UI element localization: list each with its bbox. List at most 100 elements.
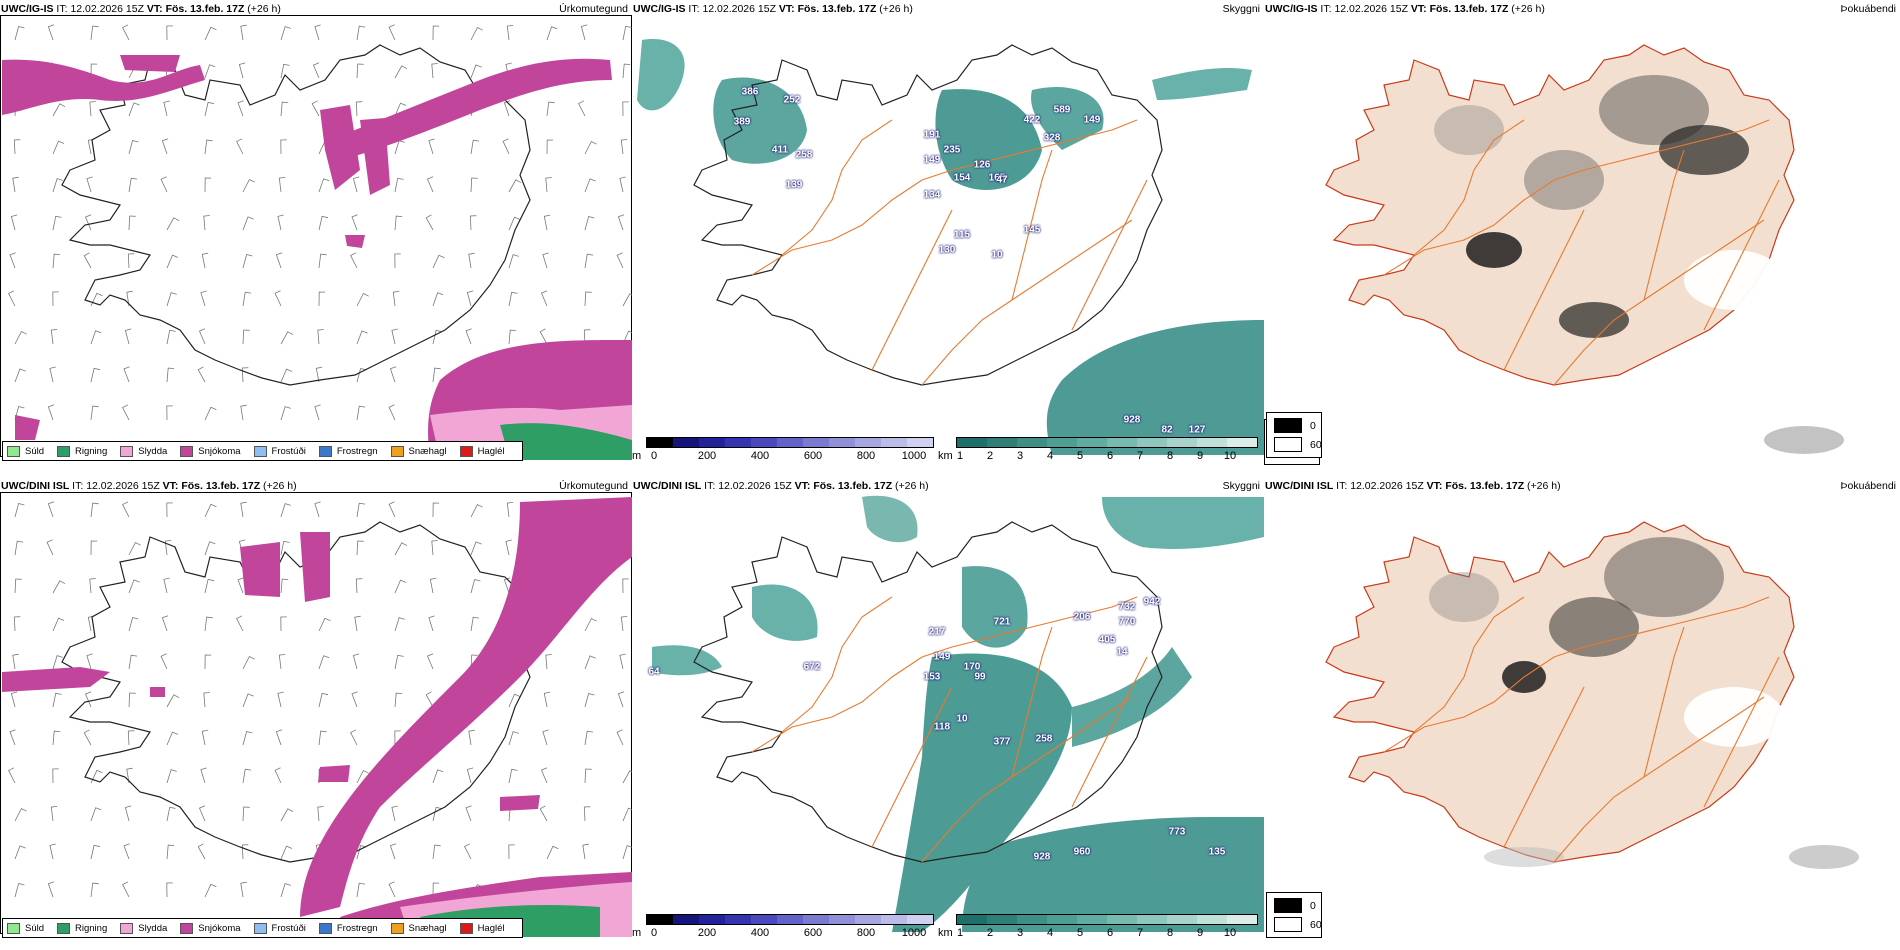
wind-barb: [470, 503, 483, 518]
wind-barb: [204, 101, 215, 117]
colorbar-cell: [1047, 438, 1077, 447]
wind-barb: [12, 176, 19, 193]
visibility-tick: 3: [1016, 450, 1024, 462]
wind-barb: [127, 730, 135, 746]
wind-barb: [432, 502, 440, 518]
wind-barb: [52, 215, 62, 231]
wind-barb: [166, 731, 179, 746]
wind-barb: [584, 693, 595, 708]
iceland-outline: [61, 521, 531, 863]
wind-barb: [394, 617, 405, 632]
wind-barb: [14, 540, 24, 556]
visibility-tick: 2: [986, 450, 994, 462]
fog-areas: [1429, 537, 1859, 869]
wind-barb: [123, 843, 130, 860]
wind-barb: [90, 330, 102, 345]
wind-barb: [280, 63, 290, 79]
fog-legend-item: 0: [1274, 418, 1316, 433]
wind-barb: [52, 140, 65, 155]
wind-barb: [354, 615, 361, 632]
road-line: [781, 596, 893, 733]
colorbar-cell: [1107, 438, 1137, 447]
wind-barb: [280, 808, 294, 822]
wind-barb: [506, 502, 514, 518]
wind-barb: [122, 501, 130, 518]
wind-barb: [394, 730, 401, 746]
ceiling-value-label: 165: [988, 172, 1006, 184]
wind-barb: [161, 615, 169, 632]
wind-barb: [242, 178, 255, 193]
wind-barb: [52, 580, 66, 594]
visibility-tick: 10: [1223, 450, 1237, 462]
wind-barb: [584, 768, 592, 784]
wind-barb: [197, 843, 206, 860]
road-line: [1071, 179, 1148, 331]
wind-barb: [122, 24, 130, 41]
ceiling-value-label: 82: [1161, 424, 1173, 436]
wind-barb: [582, 843, 589, 860]
colorbar-cell: [647, 915, 673, 924]
wind-barb: [166, 405, 173, 421]
legend-item: Snjókoma: [180, 922, 241, 934]
wind-barb: [84, 214, 92, 231]
wind-barb: [351, 214, 358, 231]
ceiling-value-label: 118: [933, 721, 951, 733]
iceland-land: [1325, 44, 1795, 386]
ceiling-value-label: 405: [1098, 634, 1116, 646]
wind-barb: [394, 177, 404, 193]
wind-barb: [545, 654, 552, 670]
wind-barb: [204, 616, 213, 632]
ceiling-tick: 600: [803, 450, 823, 462]
ceiling-value-label: 135: [1208, 846, 1226, 858]
ceiling-tick: 400: [750, 927, 770, 939]
fog-map: [1325, 44, 1844, 454]
legend-item: Haglél: [459, 922, 505, 934]
wind-barb: [620, 139, 628, 155]
wind-barb: [240, 501, 247, 518]
ceiling-value-label: 235: [943, 144, 961, 156]
wind-barb: [201, 252, 209, 269]
ceiling-value-label: 217: [928, 626, 946, 638]
wind-barb: [52, 253, 61, 269]
wind-barb: [318, 692, 329, 708]
wind-barb: [318, 178, 330, 193]
colorbar-cell: [957, 915, 987, 924]
colorbar-cell: [881, 438, 907, 447]
wind-barb: [356, 63, 364, 79]
wind-barb: [431, 540, 438, 556]
roads: [1383, 119, 1780, 386]
wind-barb: [318, 291, 326, 307]
colorbar-cell: [725, 915, 751, 924]
ceiling-value-label: 252: [783, 94, 801, 106]
ceiling-value-label: 47: [996, 174, 1008, 186]
wind-barb: [47, 501, 55, 518]
wind-barb: [428, 615, 435, 632]
wind-barb: [546, 101, 555, 117]
wind-barb: [470, 26, 483, 41]
wind-barb: [14, 807, 27, 822]
wind-barb: [197, 366, 206, 383]
panel-header: UWC/DINI ISL IT: 12.02.2026 15Z VT: Fös.…: [1265, 480, 1561, 492]
iceland-outline: [61, 44, 531, 386]
wind-barb: [388, 881, 396, 898]
road-line: [921, 696, 1133, 863]
ceiling-value-label: 14: [1116, 646, 1128, 658]
wind-barb: [394, 692, 403, 708]
colorbar-cell: [987, 915, 1017, 924]
ceiling-value-label: 170: [963, 661, 981, 673]
road-line: [1011, 626, 1053, 778]
panel-header: UWC/IG-IS IT: 12.02.2026 15Z VT: Fös. 13…: [1, 3, 281, 15]
wind-barb: [546, 139, 554, 155]
panel-header: UWC/DINI ISL IT: 12.02.2026 15Z VT: Fös.…: [1, 480, 297, 492]
ceiling-value-label: 153: [923, 671, 941, 683]
ceiling-value-label: 191: [923, 129, 941, 141]
wind-barb: [432, 769, 444, 784]
wind-barb: [432, 844, 441, 860]
wind-barb: [314, 501, 321, 518]
wind-barb: [394, 65, 408, 79]
wind-barb: [10, 691, 18, 708]
fog-legend-top: 0 60: [1266, 412, 1322, 458]
colorbar-cell: [673, 915, 699, 924]
wind-barb: [389, 843, 397, 860]
colorbar-cell: [907, 438, 933, 447]
